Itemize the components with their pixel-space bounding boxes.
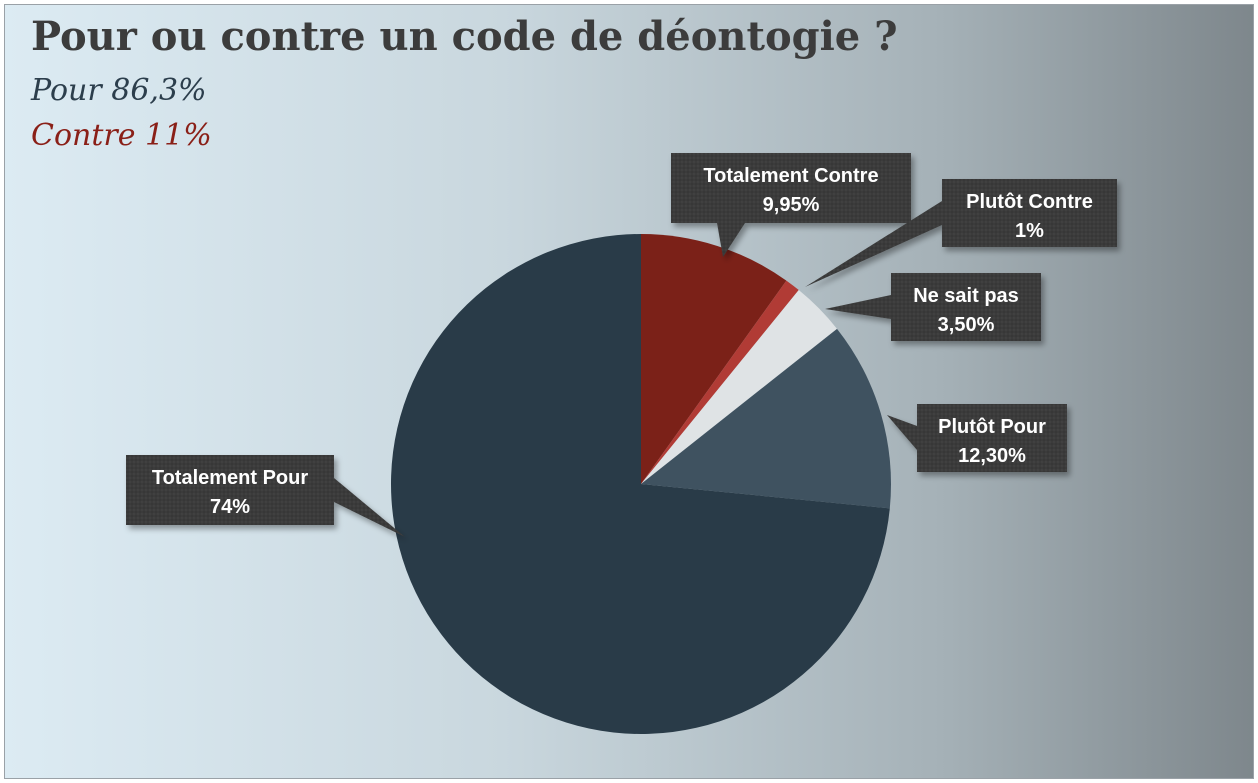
callout-plutot-contre: Plutôt Contre 1% [805, 179, 1117, 287]
chart-frame: Pour ou contre un code de déontogie ? Po… [4, 4, 1254, 779]
pie-slice-plutot-pour [641, 328, 891, 509]
slice-value-totalement-contre: 9,95% [763, 194, 820, 216]
callout-totalement-pour: Totalement Pour 74% [126, 455, 405, 537]
pie-slice-totalement-contre [641, 234, 787, 484]
pie-slices [390, 234, 891, 735]
callout-pointer [825, 295, 891, 319]
slice-value-plutot-pour: 12,30% [958, 445, 1026, 467]
slice-label-totalement-pour: Totalement Pour [152, 467, 309, 489]
callout-ne-sait-pas: Ne sait pas 3,50% [825, 273, 1041, 341]
callout-box [891, 273, 1041, 341]
pie-chart: Totalement Contre 9,95% Plutôt Contre 1% Ne … [126, 153, 1117, 735]
slice-value-plutot-contre: 1% [1015, 220, 1044, 242]
subtitle-pour: Pour 86,3% [31, 73, 207, 108]
callout-box [126, 455, 334, 525]
callout-box [671, 153, 911, 223]
chart-title: Pour ou contre un code de déontogie ? [31, 13, 898, 60]
callout-totalement-contre: Totalement Contre 9,95% [671, 153, 911, 257]
slice-label-plutot-contre: Plutôt Contre [966, 191, 1093, 213]
subtitle-contre: Contre 11% [31, 118, 212, 153]
pie-slice-ne-sait-pas [641, 290, 838, 484]
slice-label-ne-sait-pas: Ne sait pas [913, 285, 1019, 307]
slice-label-plutot-pour: Plutôt Pour [938, 416, 1046, 438]
pie-slice-totalement-pour [390, 234, 890, 735]
slice-label-totalement-contre: Totalement Contre [703, 165, 878, 187]
callout-pointer [805, 201, 942, 287]
callout-pointer [887, 415, 917, 450]
callout-pointer [334, 478, 405, 537]
slice-value-ne-sait-pas: 3,50% [938, 314, 995, 336]
data-labels: Totalement Contre 9,95% Plutôt Contre 1% Ne … [126, 153, 1117, 537]
callout-box [917, 404, 1067, 472]
callout-box [942, 179, 1117, 247]
slice-value-totalement-pour: 74% [210, 496, 250, 518]
callout-plutot-pour: Plutôt Pour 12,30% [887, 404, 1067, 472]
pie-slice-plutot-contre [641, 280, 799, 484]
callout-pointer [717, 223, 745, 257]
